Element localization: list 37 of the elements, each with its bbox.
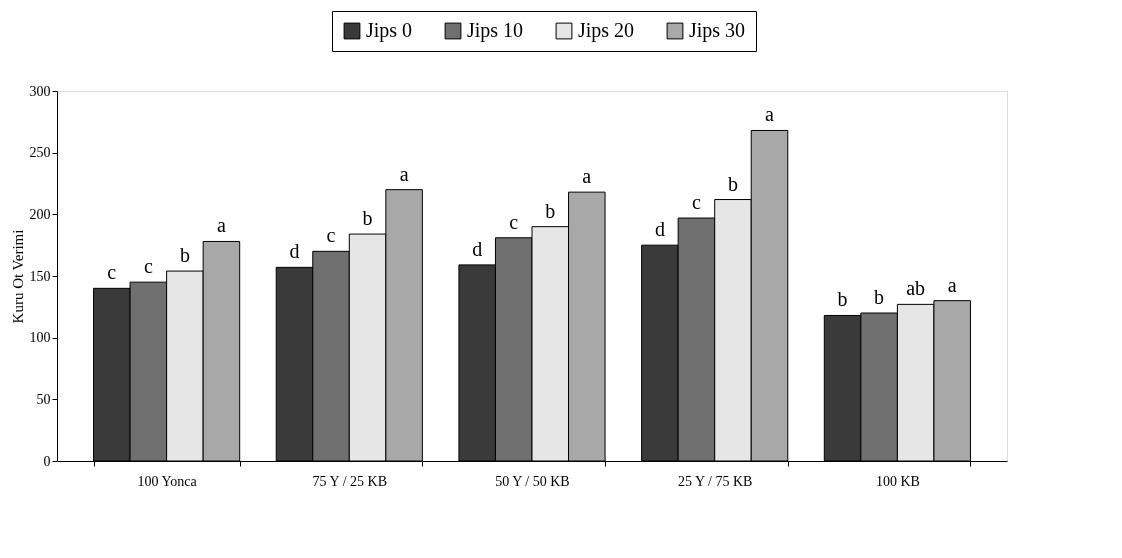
y-tick-label: 50 <box>36 391 51 407</box>
data-label: a <box>216 214 226 237</box>
y-axis-title: Kuru Ot Verimi <box>9 229 26 324</box>
data-label: a <box>947 273 957 296</box>
data-label: c <box>143 255 153 278</box>
data-label: d <box>289 240 300 263</box>
x-tick-label: 25 Y / 75 KB <box>677 473 753 489</box>
data-label: c <box>509 210 519 233</box>
data-label: a <box>765 103 775 126</box>
y-tick-label: 100 <box>29 330 51 346</box>
x-tick-label: 100 KB <box>875 473 920 489</box>
data-label: a <box>399 162 409 185</box>
y-tick-label: 0 <box>43 453 51 469</box>
data-label: b <box>179 244 190 267</box>
x-tick-label: 75 Y / 25 KB <box>312 473 388 489</box>
data-label: b <box>727 172 738 195</box>
data-label: a <box>582 165 592 188</box>
legend-label: Jips 0 <box>366 19 413 42</box>
x-tick-label: 100 Yonca <box>137 473 198 489</box>
data-label: d <box>472 237 483 260</box>
data-label: c <box>326 224 336 247</box>
y-tick-label: 300 <box>29 83 51 99</box>
data-label: b <box>837 288 848 311</box>
data-label: c <box>691 191 701 214</box>
data-label: b <box>362 207 373 230</box>
legend-label: Jips 30 <box>689 19 746 42</box>
data-label: b <box>545 199 556 222</box>
data-label: c <box>107 261 117 284</box>
y-tick-label: 200 <box>29 206 51 222</box>
legend-label: Jips 10 <box>467 19 524 42</box>
y-tick-label: 250 <box>29 145 51 161</box>
data-label: ab <box>906 277 926 300</box>
data-label: b <box>874 286 885 308</box>
legend-label: Jips 20 <box>578 19 635 42</box>
y-tick-label: 150 <box>29 268 51 284</box>
x-tick-label: 50 Y / 50 KB <box>495 473 570 489</box>
data-label: d <box>654 218 665 241</box>
